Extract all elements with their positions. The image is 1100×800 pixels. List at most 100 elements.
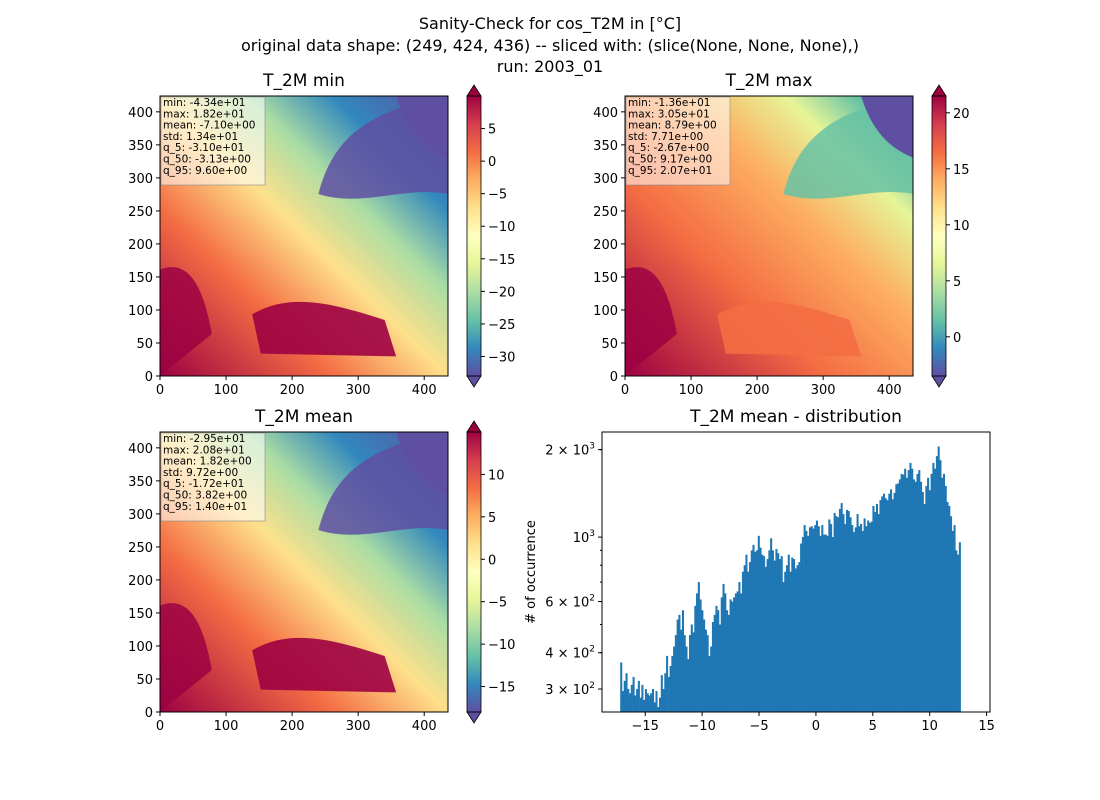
histogram-bar — [872, 505, 875, 712]
histogram-bar — [644, 688, 647, 712]
histogram-bar — [747, 571, 750, 712]
histogram-bar — [734, 593, 737, 712]
histogram-bar — [674, 635, 677, 712]
histogram-bar — [763, 556, 766, 712]
histogram-bar — [888, 493, 891, 712]
x-tick-label: 300 — [346, 719, 371, 734]
histogram-bar — [851, 525, 854, 712]
y-tick-label: 100 — [128, 304, 153, 319]
y-tick-label: 100 — [128, 640, 153, 655]
histogram-bar — [898, 479, 901, 712]
histogram-bar — [646, 693, 649, 712]
histogram-bar — [904, 468, 907, 712]
x-tick-label: 5 — [869, 719, 877, 734]
histogram-bar — [738, 582, 741, 712]
stats-box-frame — [625, 96, 731, 186]
histogram-bar — [625, 673, 628, 712]
histogram-panel: −15 −10 −5 0 5 10 15 3 × 102 4 × 102 6 × 102 103 2 … — [524, 431, 995, 734]
stats-line: q_95: 1.40e+01 — [163, 501, 247, 513]
colorbar-tick-label: 5 — [488, 123, 496, 138]
colorbar-extend-bottom — [466, 711, 482, 724]
histogram-bar — [812, 528, 815, 712]
x-tick-label: 400 — [412, 383, 437, 398]
histogram-bar — [858, 526, 861, 712]
histogram-bar — [895, 484, 898, 712]
histogram-bar — [805, 530, 808, 712]
histogram-bar — [750, 550, 753, 712]
colorbar-extend-top — [931, 84, 947, 97]
histogram-bar — [632, 676, 635, 712]
colorbar-fill — [932, 96, 946, 376]
histogram-bar — [808, 527, 811, 712]
histogram-bar — [673, 646, 676, 712]
histogram-bar — [819, 535, 822, 712]
histogram-bar — [720, 597, 723, 712]
histogram-bar — [701, 610, 704, 712]
histogram-bar — [782, 582, 785, 712]
histogram-bar — [655, 691, 658, 712]
y-tick-label: 3 × 102 — [545, 681, 595, 698]
figure-title-line-2: original data shape: (249, 424, 436) -- … — [241, 36, 859, 55]
colorbar: 20 15 10 5 0 — [931, 84, 970, 388]
histogram-bar — [754, 551, 757, 712]
histogram-bar — [823, 534, 826, 712]
y-tick-label: 2 × 103 — [545, 442, 595, 459]
histogram-bar — [727, 614, 730, 712]
histogram-bar — [803, 525, 806, 712]
histogram-bar — [882, 493, 886, 712]
histogram-bar — [912, 479, 916, 712]
histogram-bar — [821, 525, 824, 712]
histogram-bar — [925, 485, 928, 712]
stats-line: q_95: 2.07e+01 — [628, 165, 712, 177]
stats-line: mean: -7.10e+00 — [163, 120, 255, 132]
stats-line: q_5: -1.72e+01 — [163, 478, 244, 490]
y-tick-label: 6 × 102 — [545, 594, 595, 611]
histogram-bar — [900, 473, 903, 712]
histogram-bar — [865, 526, 868, 712]
histogram-bar — [768, 550, 771, 712]
histogram-bar — [935, 456, 938, 712]
stats-box-frame — [160, 96, 266, 186]
stats-line: std: 9.72e+00 — [163, 467, 238, 479]
histogram-bar — [932, 462, 935, 712]
histogram-bar — [630, 684, 633, 712]
histogram-bar — [669, 665, 672, 712]
histogram-bar — [911, 468, 914, 712]
histogram-bar — [886, 500, 889, 712]
histogram-bar — [875, 503, 878, 712]
histogram-bar — [881, 496, 884, 712]
colorbar-frame — [931, 95, 947, 377]
colorbar-tick-label: 10 — [953, 219, 970, 234]
histogram-bar — [891, 499, 894, 712]
stats-line: mean: 8.79e+00 — [628, 120, 717, 132]
stats-line: q_5: -3.10e+01 — [163, 142, 244, 154]
colorbar-tick-label: 5 — [488, 511, 496, 526]
colorbar-tick-label: 20 — [953, 107, 970, 122]
histogram-bar — [927, 477, 930, 712]
histogram-bar — [817, 526, 820, 712]
histogram-bar — [879, 500, 882, 712]
histogram-bar — [840, 503, 843, 712]
stats-line: q_50: -3.13e+00 — [163, 154, 251, 166]
y-tick-label: 250 — [128, 205, 153, 220]
histogram-bar — [717, 610, 720, 712]
x-tick-label: 300 — [811, 383, 836, 398]
colorbar-tick-label: −15 — [488, 681, 515, 696]
y-tick-label: 103 — [573, 529, 595, 546]
histogram-bar — [724, 593, 727, 712]
stats-line: q_95: 9.60e+00 — [163, 165, 247, 177]
x-tick-label: 100 — [214, 719, 239, 734]
histogram-bar — [845, 509, 849, 712]
histogram-bar — [958, 542, 961, 712]
histogram-bar — [641, 684, 644, 712]
x-tick-label: −5 — [749, 719, 768, 734]
histogram-bar — [941, 477, 944, 712]
histogram-bar — [789, 571, 792, 712]
histogram-bar — [683, 635, 686, 712]
histogram-bar — [729, 599, 732, 712]
histogram-bars — [620, 446, 961, 712]
histogram-bar — [704, 629, 707, 712]
histogram-bar — [844, 523, 847, 712]
